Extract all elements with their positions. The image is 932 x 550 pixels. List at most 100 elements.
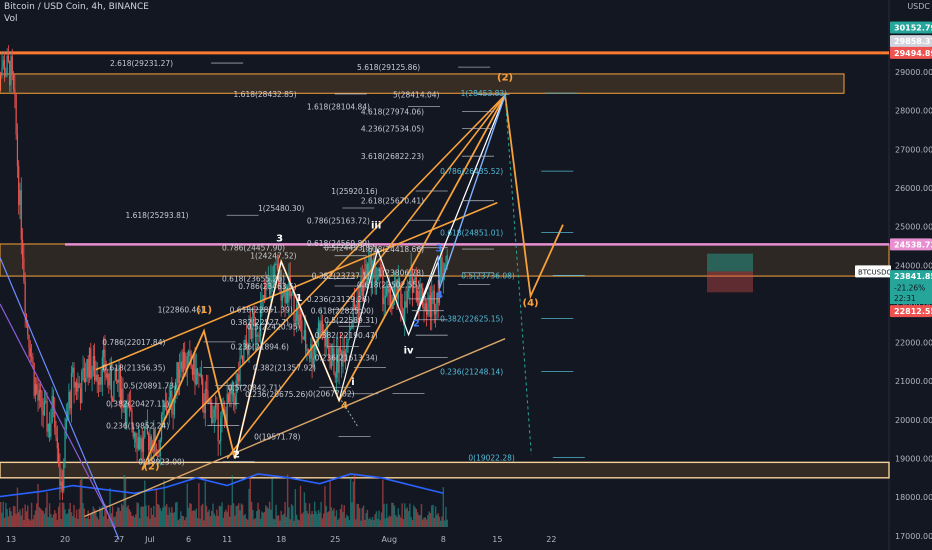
price-tick-label: 17000.00 (895, 532, 932, 541)
volume-bar (178, 518, 181, 527)
price-label-box (890, 46, 932, 59)
candle-body (325, 330, 327, 347)
volume-bar (50, 514, 52, 527)
candle-body (310, 344, 312, 359)
candle-body (299, 314, 302, 321)
volume-bar (115, 511, 118, 527)
volume-bar (73, 505, 75, 527)
candle-body (100, 377, 102, 385)
candle-body (330, 359, 332, 368)
candle-body (105, 373, 107, 378)
candle-body (139, 437, 141, 450)
symbol-tag-box (855, 265, 891, 278)
volume-bar (313, 501, 316, 527)
time-tick-label: 22 (546, 535, 556, 544)
volume-bar (114, 516, 116, 527)
candle-body (379, 267, 381, 269)
fib-level-label: 0.786(23463.5) (238, 282, 296, 291)
candle-body (195, 368, 197, 385)
volume-bar (383, 503, 385, 527)
price-label-text: 29494.89 (894, 49, 932, 58)
candle-body (342, 350, 344, 367)
volume-bar (51, 517, 53, 527)
candle-body (280, 269, 282, 301)
fib-level-label: 0.618(23655.26) (222, 275, 285, 284)
volume-bar (310, 514, 312, 527)
volume-bar (438, 516, 441, 527)
candle-body (243, 349, 245, 363)
price-label-text: 23841.85 (894, 272, 932, 281)
left-trendline-blue (0, 257, 120, 540)
candle-body (440, 257, 442, 283)
fib-level-label: 0.618(22851.39) (230, 306, 293, 315)
candle-body (373, 257, 375, 264)
candle-body (424, 303, 426, 312)
candle-body (302, 336, 304, 340)
volume-bar (150, 507, 152, 527)
candle-body (47, 423, 49, 432)
volume-bar (213, 513, 215, 527)
volume-bar (416, 512, 419, 527)
volume-bar (3, 517, 6, 527)
candle-body (230, 387, 232, 395)
volume-bar (338, 518, 340, 527)
volume-bar (168, 507, 170, 527)
time-tick-label: 27 (114, 535, 124, 544)
volume-bar (59, 502, 61, 527)
volume-bar (118, 507, 120, 527)
fib-level-label: 1(28453.83) (461, 89, 507, 98)
volume-bar (344, 517, 347, 527)
volume-bar (275, 504, 277, 527)
candle-body (6, 55, 8, 74)
volume-bar (335, 510, 338, 527)
volume-bar (285, 516, 288, 527)
volume-bar (87, 510, 89, 527)
volume-bar (227, 504, 230, 527)
candle-body (136, 442, 138, 449)
volume-bar (189, 503, 191, 527)
candle-body (272, 275, 275, 284)
fib-level-label: 0.236(21894.6) (231, 343, 289, 352)
candle-body (27, 323, 29, 335)
volume-bar (268, 501, 271, 527)
volume-bar (258, 509, 261, 527)
volume-bar (366, 509, 369, 527)
candle-body (384, 295, 387, 298)
candle-body (311, 344, 313, 368)
chart-title: Bitcoin / USD Coin, 4h, BINANCE (4, 2, 149, 12)
volume-bar (348, 520, 351, 527)
volume-bar (142, 506, 145, 527)
volume-bar (0, 502, 2, 527)
candle-body (18, 165, 20, 206)
candle-body (189, 351, 191, 354)
volume-bar (196, 518, 199, 527)
time-tick-label: 8 (441, 535, 446, 544)
fib-level-label: 0.786(25163.72) (307, 216, 370, 225)
candle-body (446, 254, 448, 264)
candle-body (339, 347, 341, 352)
volume-bar (136, 502, 138, 527)
candle-body (227, 394, 230, 403)
volume-bar (60, 519, 62, 527)
volume-bar (74, 517, 77, 527)
volume-bar (361, 507, 363, 527)
volume-bar (52, 514, 55, 527)
price-tick-label: 25000.00 (895, 223, 932, 232)
candle-body (60, 481, 62, 486)
candle-body (303, 330, 305, 340)
candle-body (235, 380, 237, 406)
volume-bar (256, 511, 258, 527)
resistance-zone-28k (0, 73, 845, 94)
volume-bar (443, 520, 446, 527)
fib-level-label: 2.618(25670.41) (361, 197, 424, 206)
candle-body (271, 275, 273, 277)
time-tick-label: 20 (60, 535, 70, 544)
candle-body (320, 320, 322, 336)
fib-level-label: 0.786(24457.90) (222, 244, 285, 253)
candle-body (298, 314, 300, 324)
fib-level-label: 1.618(25293.81) (125, 211, 188, 220)
fib-level-label: 1(25920.16) (331, 187, 377, 196)
candle-body (42, 410, 44, 416)
